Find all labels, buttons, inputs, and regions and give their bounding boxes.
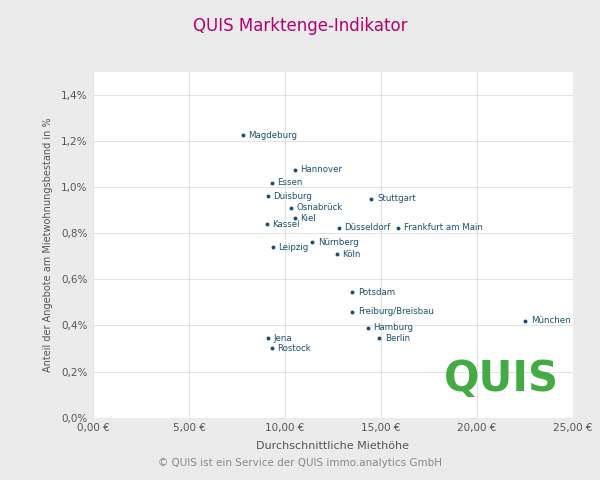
Point [268,243,277,251]
Text: Berlin: Berlin [385,334,410,343]
Text: Osnabrück: Osnabrück [296,204,343,213]
Text: Rostock: Rostock [277,344,311,353]
Text: Duisburg: Duisburg [274,192,313,201]
Point [332,250,341,258]
Text: München: München [531,316,571,325]
Text: Frankfurt am Main: Frankfurt am Main [404,223,483,232]
Text: Düsseldorf: Düsseldorf [344,223,391,232]
Point [263,192,272,200]
Point [334,224,344,231]
Point [238,132,248,139]
Point [262,220,272,228]
Point [374,334,384,342]
X-axis label: Durchschnittliche Miethöhe: Durchschnittliche Miethöhe [257,442,409,452]
Point [267,345,277,352]
Text: QUIS Marktenge-Indikator: QUIS Marktenge-Indikator [193,17,407,35]
Text: Hamburg: Hamburg [373,323,413,332]
Text: Kiel: Kiel [301,214,316,223]
Point [367,195,376,203]
Text: QUIS: QUIS [443,358,559,400]
Text: Potsdam: Potsdam [358,288,395,297]
Point [347,308,357,315]
Text: Köln: Köln [343,250,361,259]
Text: Nürnberg: Nürnberg [317,238,358,247]
Text: Kassel: Kassel [272,219,300,228]
Text: Essen: Essen [277,178,302,187]
Point [290,215,299,222]
Text: Leipzig: Leipzig [278,242,308,252]
Text: Magdeburg: Magdeburg [248,131,298,140]
Point [307,239,317,246]
Text: Hannover: Hannover [301,166,343,174]
Point [290,166,299,174]
Point [286,204,296,212]
Text: Freiburg/Breisbau: Freiburg/Breisbau [358,307,434,316]
Point [263,334,272,342]
Point [394,224,403,231]
Point [347,288,357,296]
Point [520,317,530,324]
Y-axis label: Anteil der Angebote am Mietwohnungsbestand in %: Anteil der Angebote am Mietwohnungsbesta… [43,118,53,372]
Text: Jena: Jena [274,334,292,343]
Text: Stuttgart: Stuttgart [377,194,416,203]
Point [267,179,277,186]
Text: © QUIS ist ein Service der QUIS immo.analytics GmbH: © QUIS ist ein Service der QUIS immo.ana… [158,458,442,468]
Point [363,324,373,332]
